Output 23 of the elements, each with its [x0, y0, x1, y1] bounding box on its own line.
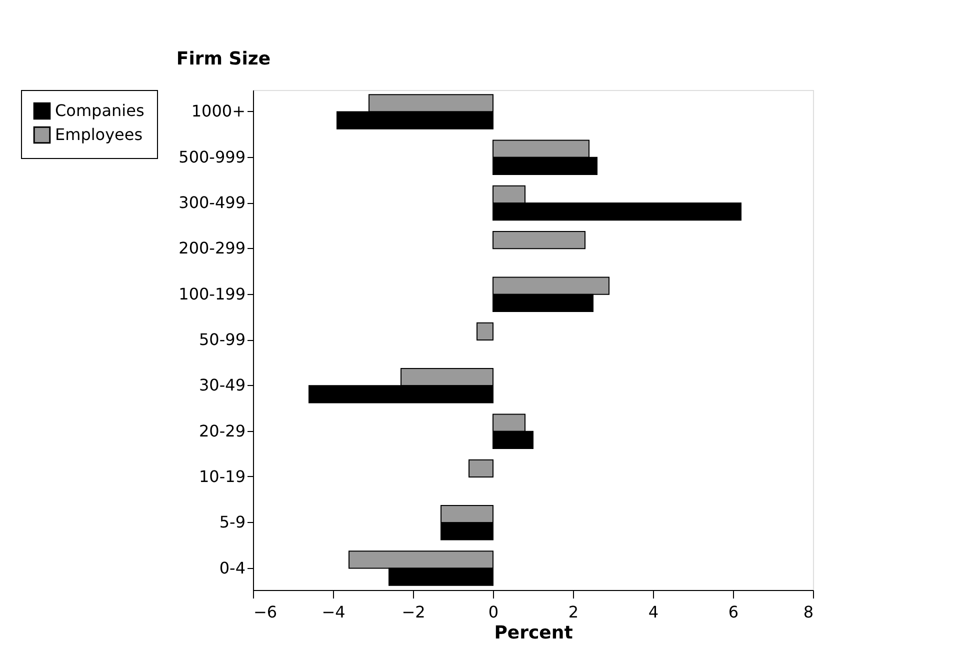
- y-tick-label: 20-29: [199, 421, 246, 440]
- x-tick-label: −4: [322, 602, 346, 622]
- y-tick-label: 30-49: [199, 376, 246, 395]
- x-tick-label: 8: [803, 602, 814, 622]
- y-tick-label: 500-999: [178, 147, 246, 166]
- legend-label: Employees: [55, 125, 143, 144]
- x-tick-label: 2: [568, 602, 579, 622]
- y-tick-label: 0-4: [219, 558, 246, 578]
- x-tick-label: 4: [648, 602, 659, 622]
- y-tick-label: 200-299: [178, 238, 246, 258]
- y-tick-label: 100-199: [178, 284, 246, 304]
- y-tick-label: 300-499: [178, 193, 246, 212]
- x-tick-label: 0: [488, 602, 499, 622]
- x-tick-label: 6: [728, 602, 739, 622]
- y-axis-title: Firm Size: [176, 48, 271, 70]
- x-axis-title: Percent: [494, 622, 574, 644]
- legend-label: Companies: [55, 101, 144, 120]
- x-tick-label: −6: [254, 602, 278, 622]
- y-tick-label: 1000+: [191, 102, 246, 121]
- y-tick-label: 10-19: [199, 466, 246, 486]
- x-tick-label: −2: [402, 602, 426, 622]
- y-tick-label: 5-9: [219, 512, 246, 532]
- y-tick-label: 50-99: [199, 330, 246, 349]
